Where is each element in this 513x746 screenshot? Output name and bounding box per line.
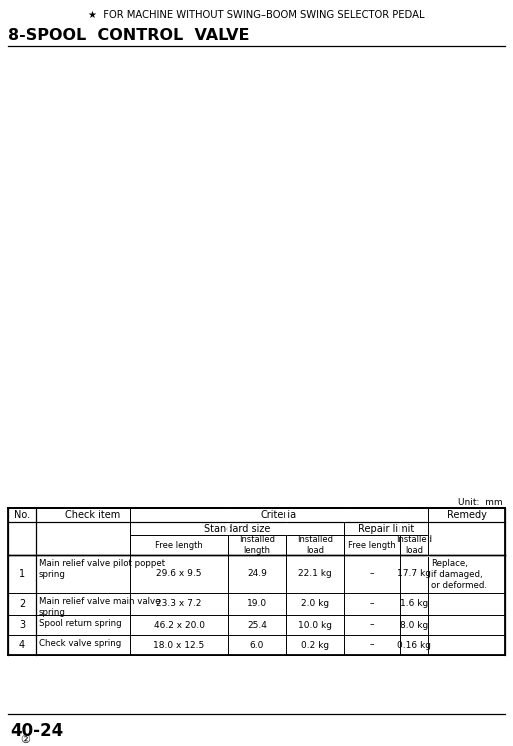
Text: Check item: Check item <box>65 510 121 520</box>
Text: 40-24: 40-24 <box>10 722 63 740</box>
Text: 0.16 kg: 0.16 kg <box>397 641 431 650</box>
Text: 1.6 kg: 1.6 kg <box>400 600 428 609</box>
Text: Unit:  mm: Unit: mm <box>459 498 503 507</box>
Text: –: – <box>370 600 374 609</box>
Text: 22.1 kg: 22.1 kg <box>298 569 332 578</box>
Text: 4: 4 <box>19 640 25 650</box>
Text: Installed
length: Installed length <box>239 535 275 555</box>
Text: Main relief valve pilot poppet
spring: Main relief valve pilot poppet spring <box>39 559 165 579</box>
Text: Installed
load: Installed load <box>396 535 432 555</box>
Text: 24.9: 24.9 <box>247 569 267 578</box>
Text: 29.6 x 9.5: 29.6 x 9.5 <box>156 569 202 578</box>
Text: Main relief valve main valve
spring: Main relief valve main valve spring <box>39 597 161 617</box>
Text: Standard size: Standard size <box>204 524 270 533</box>
Text: Spool return spring: Spool return spring <box>39 619 122 628</box>
Text: –: – <box>370 621 374 630</box>
Text: 3: 3 <box>19 620 25 630</box>
Text: 1: 1 <box>19 569 25 579</box>
Text: 0.2 kg: 0.2 kg <box>301 641 329 650</box>
Text: Remedy: Remedy <box>446 510 486 520</box>
Text: No.: No. <box>14 510 30 520</box>
Text: Repair limit: Repair limit <box>358 524 414 533</box>
Text: Check valve spring: Check valve spring <box>39 639 121 648</box>
Text: 8-SPOOL  CONTROL  VALVE: 8-SPOOL CONTROL VALVE <box>8 28 249 43</box>
Text: Free length: Free length <box>348 541 396 550</box>
Text: Criteria: Criteria <box>261 510 297 520</box>
Text: 18.0 x 12.5: 18.0 x 12.5 <box>153 641 205 650</box>
Text: 23.3 x 7.2: 23.3 x 7.2 <box>156 600 202 609</box>
Text: 46.2 x 20.0: 46.2 x 20.0 <box>153 621 205 630</box>
Text: –: – <box>370 569 374 578</box>
Text: 19.0: 19.0 <box>247 600 267 609</box>
Text: 8.0 kg: 8.0 kg <box>400 621 428 630</box>
Text: Installed
load: Installed load <box>297 535 333 555</box>
Text: 10.0 kg: 10.0 kg <box>298 621 332 630</box>
Text: 6.0: 6.0 <box>250 641 264 650</box>
Text: –: – <box>370 641 374 650</box>
Text: 17.7 kg: 17.7 kg <box>397 569 431 578</box>
Text: Replace,
if damaged,
or deformed.: Replace, if damaged, or deformed. <box>431 559 487 590</box>
Text: 2: 2 <box>19 599 25 609</box>
Text: ②: ② <box>20 735 30 745</box>
Text: Free length: Free length <box>155 541 203 550</box>
Text: 25.4: 25.4 <box>247 621 267 630</box>
Text: 2.0 kg: 2.0 kg <box>301 600 329 609</box>
Text: ★  FOR MACHINE WITHOUT SWING–BOOM SWING SELECTOR PEDAL: ★ FOR MACHINE WITHOUT SWING–BOOM SWING S… <box>88 10 424 20</box>
